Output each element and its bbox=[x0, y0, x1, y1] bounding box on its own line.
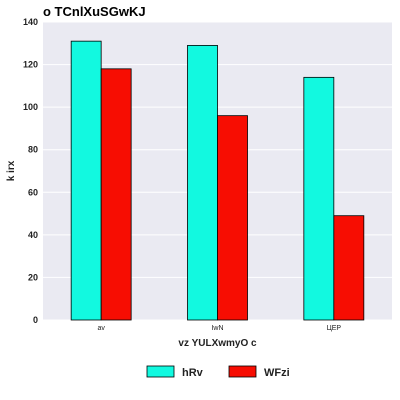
x-tick-label: IwN bbox=[211, 325, 223, 332]
x-axis-label: vz YULXwmyO c bbox=[178, 338, 257, 349]
y-tick-label: 20 bbox=[28, 272, 38, 282]
legend-swatch-WFzi bbox=[228, 365, 257, 378]
legend: hRv WFzi bbox=[146, 365, 290, 379]
bar-hRv-av bbox=[70, 40, 102, 321]
x-tick-labels: av IwN ЦEP bbox=[97, 325, 341, 332]
y-tick-label: 80 bbox=[28, 145, 38, 155]
bar-hRv-IwN bbox=[187, 45, 218, 321]
bar-WFzi-av bbox=[100, 68, 132, 321]
y-tick-label: 100 bbox=[23, 102, 38, 112]
legend-label: hRv bbox=[182, 367, 204, 379]
bar-WFzi-ЦEP bbox=[333, 215, 365, 321]
legend-swatch-hRv bbox=[146, 365, 175, 378]
y-tick-label: 120 bbox=[23, 60, 38, 70]
legend-label: WFzi bbox=[264, 367, 290, 379]
chart-title: o TCnlXuSGwKJ bbox=[43, 4, 146, 19]
bars bbox=[70, 40, 365, 321]
y-axis-label: k irx bbox=[6, 160, 17, 181]
y-tick-label: 40 bbox=[28, 230, 38, 240]
x-tick-label: ЦEP bbox=[327, 325, 342, 332]
y-tick-labels: 0 20 40 60 80 100 120 140 bbox=[23, 17, 38, 325]
y-tick-label: 60 bbox=[28, 187, 38, 197]
bar-hRv-ЦEP bbox=[303, 76, 335, 321]
x-tick-label: av bbox=[97, 325, 105, 332]
y-tick-label: 0 bbox=[33, 315, 38, 325]
bar-WFzi-IwN bbox=[217, 115, 248, 321]
y-tick-label: 140 bbox=[23, 17, 38, 27]
